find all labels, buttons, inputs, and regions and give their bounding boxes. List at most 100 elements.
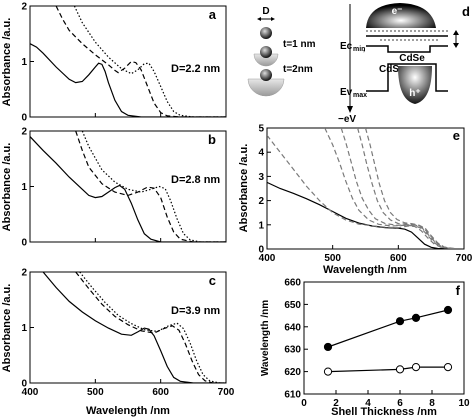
ev-label-main: Ev bbox=[340, 87, 353, 98]
panel-f-point bbox=[411, 363, 421, 372]
panel-b: 0 1 2 b D=2.8 nm bbox=[21, 127, 227, 249]
panel-f-frame bbox=[303, 281, 465, 395]
panel-b-ytick-label: 1 bbox=[21, 182, 27, 193]
cds-label: CdS bbox=[379, 64, 399, 75]
panel-b-ytick-label: 0 bbox=[21, 238, 27, 249]
panel-c-frame bbox=[29, 271, 227, 384]
panel-c-series-line bbox=[75, 272, 226, 383]
panel-a-label: a bbox=[209, 7, 217, 22]
panel-f-point bbox=[411, 313, 421, 322]
panel-c-xtick-label: 400 bbox=[22, 387, 39, 398]
panel-c: 0 1 2 400 500 600 700 c D=3.9 nm Wavelength /n… bbox=[21, 268, 234, 418]
core-particle-icon bbox=[260, 27, 272, 39]
legend-t2-label: t=2nm bbox=[283, 64, 313, 75]
panel-a-ytick-label: 0 bbox=[21, 113, 27, 124]
panel-a-frame bbox=[29, 5, 227, 118]
panel-a-series-line bbox=[30, 43, 226, 117]
panel-c-series-line bbox=[42, 272, 226, 383]
panel-c-label: c bbox=[209, 273, 216, 288]
panel-e-series-line bbox=[364, 128, 464, 249]
panel-e-ytick-label: 3 bbox=[258, 172, 264, 183]
panel-c-xlabel: Wavelength /nm bbox=[86, 405, 170, 417]
panel-b-frame bbox=[29, 130, 227, 243]
conduction-well bbox=[366, 45, 448, 53]
panel-c-ytick-label: 1 bbox=[21, 323, 27, 334]
panel-e: 0 1 2 3 4 5 400 500 600 700 e Wavelength /nm Abso… bbox=[238, 124, 473, 277]
panel-e-series-line bbox=[267, 134, 464, 249]
panel-f-series bbox=[323, 305, 453, 376]
panel-e-xtick-label: 500 bbox=[324, 253, 341, 264]
legend-t1-label: t=1 nm bbox=[283, 39, 316, 50]
panel-b-annotation: D=2.8 nm bbox=[171, 174, 220, 186]
panel-a-annotation: D=2.2 nm bbox=[171, 63, 220, 75]
panel-f-ytick-label: 610 bbox=[284, 390, 301, 401]
panel-c-ylabel: Absorbance /a.u. bbox=[1, 284, 13, 373]
panel-f: 610 620 630 640 650 660 0 2 4 6 8 10 f Shell Thickn… bbox=[260, 278, 470, 419]
panel-a-series-line bbox=[73, 6, 226, 117]
panel-e-series-line bbox=[267, 181, 464, 249]
energy-axis-label: −eV bbox=[338, 114, 356, 125]
panel-f-xtick-label: 8 bbox=[429, 398, 435, 409]
panel-c-ytick-label: 0 bbox=[21, 379, 27, 390]
panel-a-series bbox=[30, 6, 226, 117]
panel-f-ticks: 610 620 630 640 650 660 0 2 4 6 8 10 bbox=[284, 278, 470, 410]
panel-a-series-line bbox=[55, 6, 226, 117]
panel-a-ytick-label: 1 bbox=[21, 57, 27, 68]
panel-e-series-line bbox=[357, 128, 464, 249]
panel-c-xtick-label: 700 bbox=[218, 387, 235, 398]
panel-e-ytick-label: 2 bbox=[258, 196, 264, 207]
panel-c-ytick-label: 2 bbox=[21, 268, 27, 279]
panel-f-point bbox=[395, 317, 405, 326]
panel-b-series-line bbox=[30, 136, 226, 242]
shell-t2-icon bbox=[247, 69, 285, 97]
energy-arrow bbox=[347, 4, 353, 113]
panel-f-series-line bbox=[327, 366, 448, 373]
cdse-label: CdSe bbox=[399, 53, 425, 64]
panel-d-label: d bbox=[462, 4, 470, 19]
panel-b-series-line bbox=[75, 131, 226, 242]
panel-f-series-line bbox=[327, 309, 449, 348]
panel-e-xlabel: Wavelength /nm bbox=[323, 264, 407, 276]
panel-a-ticks: 0 1 2 bbox=[21, 2, 227, 124]
hole-cloud-icon bbox=[398, 66, 432, 104]
panel-e-ytick-label: 4 bbox=[258, 148, 264, 159]
ec-label-comma: , bbox=[363, 46, 365, 53]
panel-c-series-line bbox=[79, 272, 226, 383]
panel-f-xtick-label: 2 bbox=[333, 398, 339, 409]
electron-label: e⁻ bbox=[392, 6, 403, 17]
panel-b-ticks: 0 1 2 bbox=[21, 127, 227, 249]
panel-f-ylabel: Wavelength /nm bbox=[260, 300, 271, 376]
panel-c-ticks: 0 1 2 400 500 600 700 bbox=[21, 268, 234, 399]
panel-b-label: b bbox=[208, 132, 216, 147]
panel-a-ylabel: Absorbance /a.u. bbox=[1, 18, 13, 107]
panel-a-ytick-label: 2 bbox=[21, 2, 27, 13]
ev-label-sub: max bbox=[353, 92, 367, 99]
ec-label-main: Ec bbox=[340, 41, 353, 52]
panel-e-xtick-label: 600 bbox=[390, 253, 407, 264]
panel-f-ytick-label: 660 bbox=[284, 278, 301, 289]
panel-f-point bbox=[323, 367, 333, 376]
electron-cloud-icon bbox=[366, 3, 436, 28]
panel-e-ytick-label: 1 bbox=[258, 220, 264, 231]
panel-f-xtick-label: 0 bbox=[301, 398, 307, 409]
panel-f-xtick-label: 4 bbox=[365, 398, 371, 409]
panel-e-xtick-label: 700 bbox=[456, 253, 473, 264]
ev-label: Ev max bbox=[340, 87, 367, 99]
panel-f-ytick-label: 650 bbox=[284, 300, 301, 311]
panel-c-xtick-label: 500 bbox=[87, 387, 104, 398]
panel-f-label: f bbox=[456, 283, 461, 298]
panel-e-series-line bbox=[324, 128, 464, 249]
panel-c-annotation: D=3.9 nm bbox=[171, 305, 220, 317]
panel-b-ylabel: Absorbance /a.u. bbox=[1, 143, 13, 232]
panel-c-xtick-label: 600 bbox=[152, 387, 169, 398]
panel-f-ytick-label: 640 bbox=[284, 322, 301, 333]
panel-f-xtick-label: 10 bbox=[458, 398, 470, 409]
panel-e-ticks: 0 1 2 3 4 5 400 500 600 700 bbox=[258, 124, 472, 265]
panel-c-series bbox=[42, 272, 226, 383]
panel-e-series-line bbox=[340, 128, 464, 249]
hole-label: h⁺ bbox=[409, 88, 420, 99]
panel-e-ytick-label: 5 bbox=[258, 124, 264, 135]
panel-f-point bbox=[395, 365, 405, 374]
panel-d-band-diagram: −eV e⁻ Ec min , CdSe CdS Ev max h⁺ d bbox=[338, 3, 470, 125]
